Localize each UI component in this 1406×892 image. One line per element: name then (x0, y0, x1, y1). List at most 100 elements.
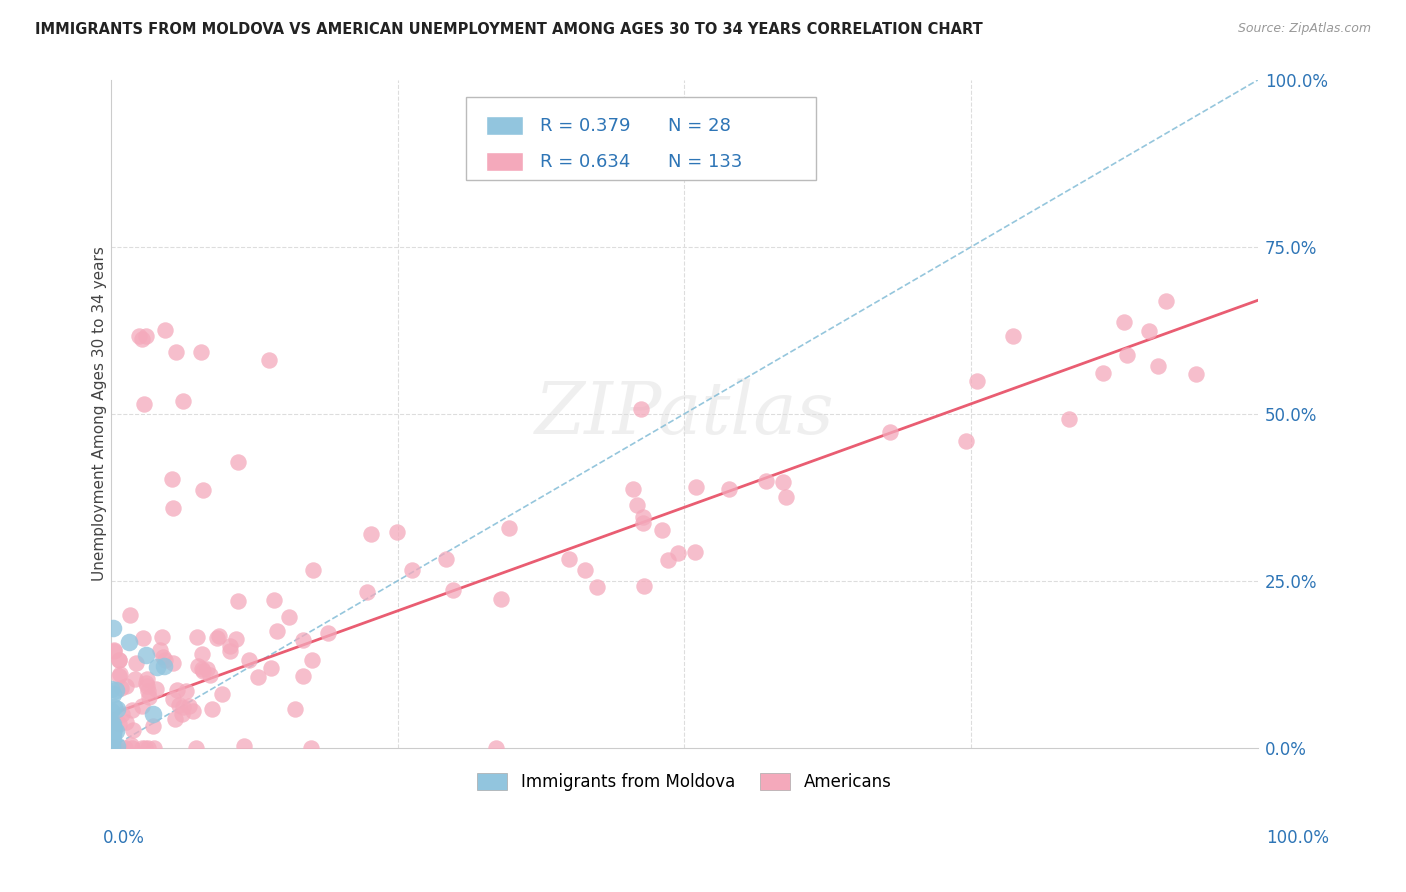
Point (115, 680, 138, 694)
Point (149, 643, 172, 657)
Point (498, 521, 520, 535)
Point (205, 631, 228, 645)
Point (1059, 411, 1081, 425)
Text: N = 133: N = 133 (668, 153, 742, 170)
Point (434, 552, 457, 566)
Point (162, 500, 184, 515)
Point (1185, 367, 1208, 381)
FancyBboxPatch shape (486, 116, 523, 135)
Text: R = 0.634: R = 0.634 (540, 153, 630, 170)
Point (162, 656, 184, 670)
Point (574, 563, 596, 577)
Point (626, 499, 648, 513)
Point (443, 582, 465, 597)
Text: IMMIGRANTS FROM MOLDOVA VS AMERICAN UNEMPLOYMENT AMONG AGES 30 TO 34 YEARS CORRE: IMMIGRANTS FROM MOLDOVA VS AMERICAN UNEM… (35, 22, 983, 37)
Point (316, 626, 339, 640)
Point (115, 714, 138, 729)
Point (621, 483, 644, 497)
Point (292, 632, 315, 647)
Text: 0.0%: 0.0% (103, 829, 145, 847)
Point (657, 553, 679, 567)
Point (153, 652, 176, 666)
Point (585, 580, 607, 594)
Point (172, 700, 194, 714)
Point (110, 681, 132, 696)
Point (263, 592, 285, 607)
Text: R = 0.379: R = 0.379 (540, 117, 630, 135)
Point (775, 491, 797, 505)
Point (100, 681, 122, 696)
Point (955, 434, 977, 448)
Point (195, 662, 218, 676)
Point (651, 523, 673, 537)
Point (101, 731, 124, 746)
Point (105, 682, 128, 697)
Point (131, 698, 153, 713)
Point (108, 652, 131, 666)
Point (772, 475, 794, 489)
Point (717, 483, 740, 497)
Point (198, 668, 221, 682)
Text: Source: ZipAtlas.com: Source: ZipAtlas.com (1237, 22, 1371, 36)
Point (193, 664, 215, 678)
Point (142, 719, 165, 733)
Point (187, 659, 209, 673)
Point (238, 653, 260, 667)
Point (683, 544, 706, 558)
Point (165, 345, 187, 359)
Point (108, 717, 131, 731)
Point (633, 578, 655, 592)
Point (166, 683, 188, 698)
Point (152, 630, 174, 644)
Point (489, 591, 512, 606)
Point (101, 717, 124, 731)
Point (101, 687, 124, 701)
Point (101, 739, 124, 753)
Point (165, 712, 187, 726)
Point (101, 727, 124, 741)
Point (1147, 359, 1170, 374)
Point (177, 698, 200, 713)
Point (135, 648, 157, 662)
Point (142, 740, 165, 755)
Point (685, 479, 707, 493)
Point (360, 527, 382, 541)
Point (101, 717, 124, 731)
Point (142, 707, 165, 722)
Point (225, 632, 247, 646)
Point (100, 732, 122, 747)
FancyBboxPatch shape (486, 153, 523, 170)
Point (103, 620, 125, 634)
Point (191, 662, 214, 676)
Point (101, 727, 124, 741)
Point (138, 690, 160, 704)
Point (301, 653, 323, 667)
Point (108, 667, 131, 681)
Text: ZIPatlas: ZIPatlas (534, 378, 834, 449)
Point (103, 740, 125, 755)
Point (101, 721, 124, 735)
Point (631, 510, 654, 524)
Point (108, 653, 131, 667)
Point (170, 707, 193, 722)
Point (218, 643, 240, 657)
Point (160, 472, 183, 486)
Point (208, 629, 231, 643)
Text: N = 28: N = 28 (668, 117, 731, 135)
Point (152, 650, 174, 665)
FancyBboxPatch shape (467, 96, 817, 180)
Point (190, 345, 212, 359)
Point (100, 728, 122, 742)
Point (299, 740, 322, 755)
Point (103, 644, 125, 658)
Point (121, 703, 143, 717)
Point (117, 635, 139, 649)
Point (121, 740, 143, 755)
Point (128, 329, 150, 343)
Point (226, 454, 249, 468)
Point (118, 607, 141, 622)
Point (107, 669, 129, 683)
Point (105, 702, 128, 716)
Point (100, 705, 122, 719)
Point (879, 425, 901, 439)
